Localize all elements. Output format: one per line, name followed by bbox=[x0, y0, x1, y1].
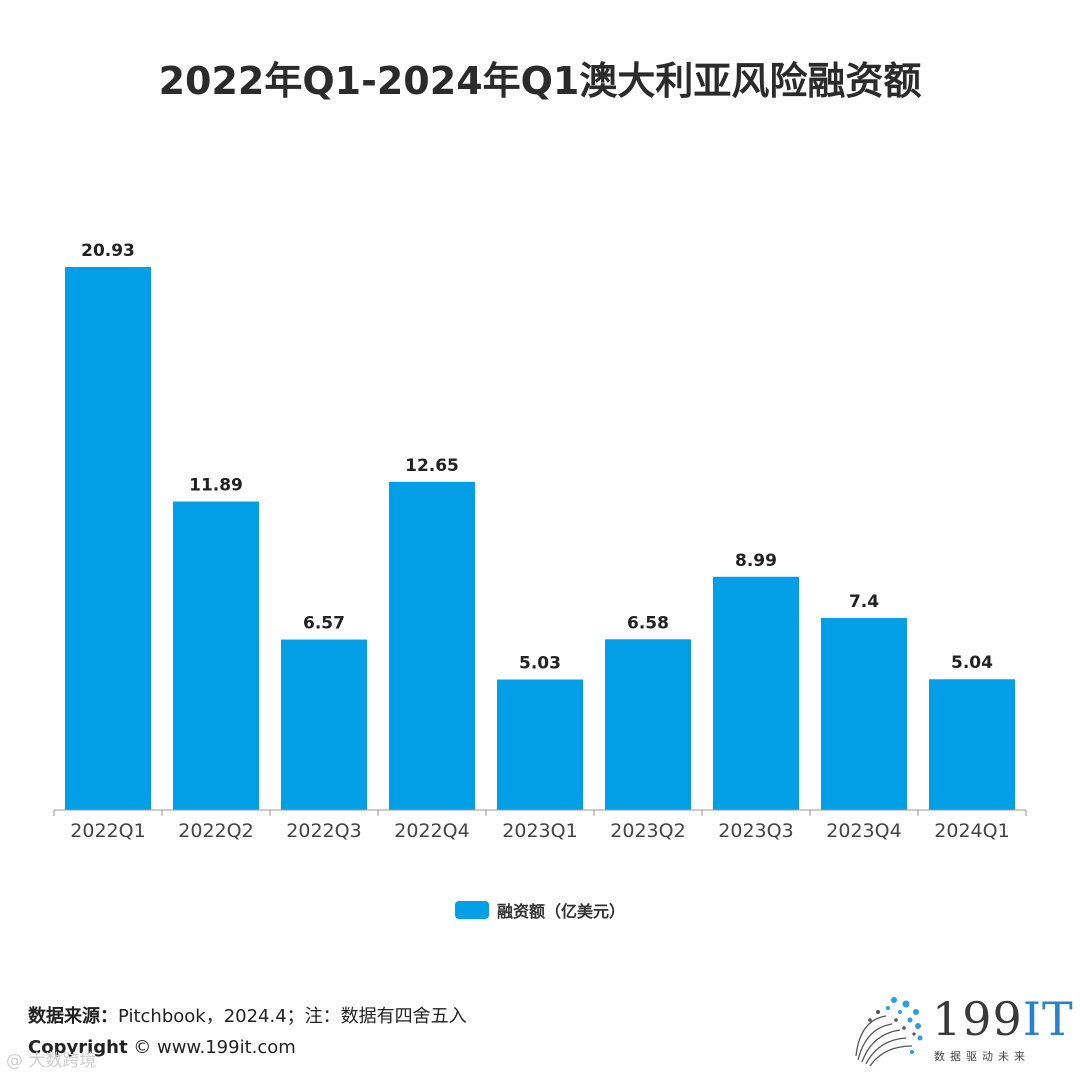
bar-2023Q4 bbox=[821, 618, 907, 810]
bar-2023Q3 bbox=[713, 576, 799, 810]
logo-it: IT bbox=[1022, 992, 1074, 1046]
logo-number: 199 bbox=[932, 992, 1023, 1046]
source-value: Pitchbook，2024.4；注：数据有四舍五入 bbox=[118, 1006, 467, 1027]
x-tick-label: 2022Q1 bbox=[70, 820, 145, 842]
x-tick-label: 2023Q2 bbox=[610, 820, 685, 842]
bar-value-label: 6.57 bbox=[303, 614, 345, 634]
network-globe-icon bbox=[855, 997, 923, 1067]
brand-logo: 199IT 数据驱动未来 bbox=[848, 990, 1073, 1070]
chart-title: 2022年Q1-2024年Q1澳大利亚风险融资额 bbox=[158, 59, 922, 103]
data-source-note: 数据来源：Pitchbook，2024.4；注：数据有四舍五入 bbox=[28, 1002, 467, 1028]
bar-value-label: 7.4 bbox=[849, 592, 879, 612]
bar-2023Q1 bbox=[497, 679, 583, 810]
legend-label: 融资额（亿美元） bbox=[496, 902, 625, 921]
watermark: @ 大数跨境 bbox=[6, 1051, 97, 1071]
bar-2024Q1 bbox=[929, 679, 1015, 810]
bar-2023Q2 bbox=[605, 639, 691, 810]
logo-slogan: 数据驱动未来 bbox=[934, 1050, 1030, 1063]
bar-2022Q2 bbox=[173, 501, 259, 810]
copyright-line: Copyright © www.199it.com bbox=[28, 1037, 296, 1058]
x-tick-label: 2023Q1 bbox=[502, 820, 577, 842]
bar-value-label: 11.89 bbox=[189, 476, 243, 496]
bar-value-label: 6.58 bbox=[627, 613, 669, 633]
x-tick-label: 2024Q1 bbox=[934, 820, 1009, 842]
bar-value-label: 5.04 bbox=[951, 653, 993, 673]
copyright-key: Copyright bbox=[28, 1037, 128, 1058]
x-tick-label: 2023Q4 bbox=[826, 820, 901, 842]
logo-wordmark: 199IT bbox=[932, 992, 1074, 1046]
bar-2022Q4 bbox=[389, 481, 475, 810]
bar-value-label: 5.03 bbox=[519, 654, 561, 674]
legend: 融资额（亿美元） bbox=[0, 898, 1080, 922]
bar-chart: 20.93 2022Q1 11.89 2022Q2 6.57 2022Q3 12.65 202… bbox=[53, 241, 1027, 842]
bar-value-label: 8.99 bbox=[735, 551, 777, 571]
bar-2022Q3 bbox=[281, 639, 367, 810]
x-tick-label: 2022Q4 bbox=[394, 820, 469, 842]
x-tick-label: 2023Q3 bbox=[718, 820, 793, 842]
bar-2022Q1 bbox=[65, 267, 151, 810]
x-tick-label: 2022Q2 bbox=[178, 820, 253, 842]
bar-value-label: 12.65 bbox=[405, 456, 459, 476]
source-key: 数据来源： bbox=[28, 1006, 118, 1027]
copyright-value: © www.199it.com bbox=[127, 1037, 296, 1058]
bar-value-label: 20.93 bbox=[81, 241, 135, 261]
x-tick-label: 2022Q3 bbox=[286, 820, 361, 842]
legend-swatch bbox=[454, 901, 489, 919]
